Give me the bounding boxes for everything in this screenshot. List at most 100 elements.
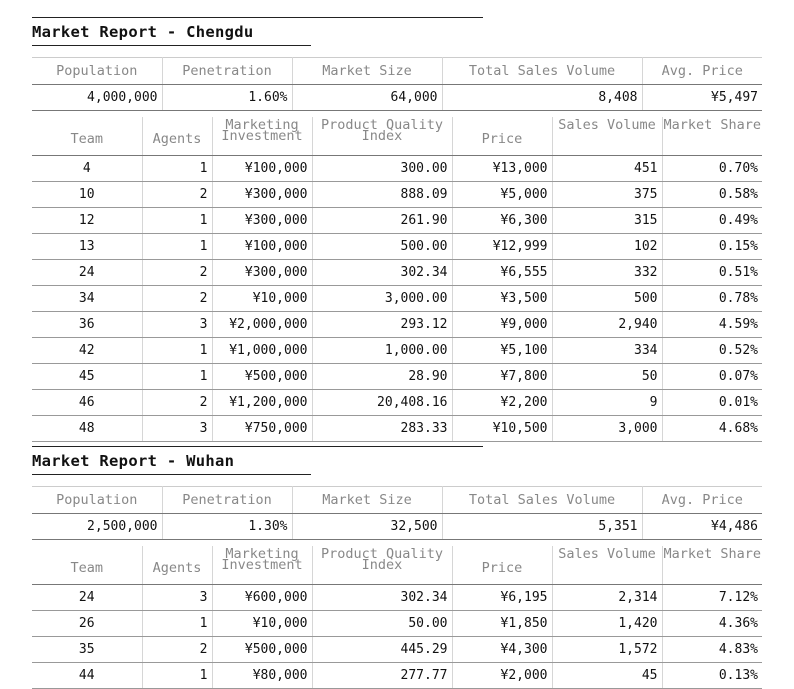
table-row: 13 1 ¥100,000 500.00 ¥12,999 102 0.15% xyxy=(32,233,762,260)
market-share-cell: 4.83% xyxy=(662,636,762,663)
table-row: 36 3 ¥2,000,000 293.12 ¥9,000 2,940 4.59% xyxy=(32,311,762,338)
agents-cell: 2 xyxy=(142,285,213,312)
price-header: Price xyxy=(452,117,553,156)
sales-volume-cell: 1,420 xyxy=(552,610,663,637)
table-row: 35 2 ¥500,000 445.29 ¥4,300 1,572 4.83% xyxy=(32,636,762,663)
team-rows: 4 1 ¥100,000 300.00 ¥13,000 451 0.70% 10 2 ¥300,0… xyxy=(32,155,762,442)
team-cell: 45 xyxy=(32,363,143,390)
population-value: 2,500,000 xyxy=(32,513,163,540)
summary-header: Market Size xyxy=(292,57,443,85)
price-cell: ¥6,300 xyxy=(452,207,553,234)
product-quality-index-cell: 500.00 xyxy=(312,233,453,260)
summary-header: Market Size xyxy=(292,486,443,514)
sales-volume-header: Sales Volume xyxy=(552,546,663,585)
product-quality-index-header: Product Quality Index xyxy=(312,546,453,585)
penetration-value: 1.60% xyxy=(162,84,293,111)
summary-header: Penetration xyxy=(162,486,293,514)
sales-volume-cell: 334 xyxy=(552,337,663,364)
price-cell: ¥12,999 xyxy=(452,233,553,260)
product-quality-index-cell: 3,000.00 xyxy=(312,285,453,312)
team-cell: 46 xyxy=(32,389,143,416)
team-cell: 35 xyxy=(32,636,143,663)
price-cell: ¥6,195 xyxy=(452,584,553,611)
price-cell: ¥9,000 xyxy=(452,311,553,338)
agents-cell: 1 xyxy=(142,155,213,182)
table-row: 34 2 ¥10,000 3,000.00 ¥3,500 500 0.78% xyxy=(32,285,762,312)
team-header: Team xyxy=(32,546,143,585)
report-title: Market Report - Wuhan xyxy=(32,452,235,470)
market-share-cell: 4.59% xyxy=(662,311,762,338)
sales-volume-cell: 50 xyxy=(552,363,663,390)
sales-volume-header: Sales Volume xyxy=(552,117,663,156)
team-cell: 36 xyxy=(32,311,143,338)
product-quality-index-cell: 283.33 xyxy=(312,415,453,442)
team-cell: 26 xyxy=(32,610,143,637)
team-header: Team xyxy=(32,117,143,156)
summary-header: Population xyxy=(32,57,163,85)
price-cell: ¥10,500 xyxy=(452,415,553,442)
market-share-header: Market Share xyxy=(662,546,762,585)
marketing-investment-cell: ¥2,000,000 xyxy=(212,311,313,338)
marketing-investment-cell: ¥100,000 xyxy=(212,233,313,260)
price-cell: ¥2,000 xyxy=(452,662,553,689)
market-share-cell: 0.01% xyxy=(662,389,762,416)
product-quality-index-cell: 302.34 xyxy=(312,584,453,611)
avg-price-value: ¥5,497 xyxy=(642,84,762,111)
price-header: Price xyxy=(452,546,553,585)
marketing-investment-cell: ¥1,000,000 xyxy=(212,337,313,364)
report-title: Market Report - Chengdu xyxy=(32,23,254,41)
population-value: 4,000,000 xyxy=(32,84,163,111)
table-row: 26 1 ¥10,000 50.00 ¥1,850 1,420 4.36% xyxy=(32,610,762,637)
market-share-cell: 0.52% xyxy=(662,337,762,364)
market-share-cell: 0.78% xyxy=(662,285,762,312)
table-row: 46 2 ¥1,200,000 20,408.16 ¥2,200 9 0.01% xyxy=(32,389,762,416)
marketing-investment-cell: ¥1,200,000 xyxy=(212,389,313,416)
price-cell: ¥6,555 xyxy=(452,259,553,286)
price-cell: ¥1,850 xyxy=(452,610,553,637)
title-underline xyxy=(32,474,311,475)
summary-header: Penetration xyxy=(162,57,293,85)
agents-cell: 2 xyxy=(142,259,213,286)
product-quality-index-cell: 302.34 xyxy=(312,259,453,286)
team-header-row: Team Agents Marketing Investment Product… xyxy=(32,117,762,156)
product-quality-index-cell: 20,408.16 xyxy=(312,389,453,416)
agents-cell: 3 xyxy=(142,415,213,442)
price-cell: ¥2,200 xyxy=(452,389,553,416)
title-underline xyxy=(32,45,311,46)
table-row: 10 2 ¥300,000 888.09 ¥5,000 375 0.58% xyxy=(32,181,762,208)
marketing-investment-header: Marketing Investment xyxy=(212,546,313,585)
marketing-investment-cell: ¥100,000 xyxy=(212,155,313,182)
sales-volume-cell: 375 xyxy=(552,181,663,208)
sales-volume-cell: 45 xyxy=(552,662,663,689)
team-cell: 42 xyxy=(32,337,143,364)
team-cell: 24 xyxy=(32,259,143,286)
market-share-header: Market Share xyxy=(662,117,762,156)
agents-cell: 1 xyxy=(142,337,213,364)
marketing-investment-cell: ¥500,000 xyxy=(212,636,313,663)
team-cell: 44 xyxy=(32,662,143,689)
price-cell: ¥7,800 xyxy=(452,363,553,390)
team-table: Team Agents Marketing Investment Product… xyxy=(32,546,762,689)
table-row: 45 1 ¥500,000 28.90 ¥7,800 50 0.07% xyxy=(32,363,762,390)
summary-header: Avg. Price xyxy=(642,486,762,514)
summary-header-row: Population Penetration Market Size Total… xyxy=(32,486,762,514)
sales-volume-cell: 102 xyxy=(552,233,663,260)
section-rule xyxy=(32,17,483,18)
team-cell: 12 xyxy=(32,207,143,234)
team-cell: 10 xyxy=(32,181,143,208)
product-quality-index-cell: 277.77 xyxy=(312,662,453,689)
price-cell: ¥3,500 xyxy=(452,285,553,312)
price-cell: ¥13,000 xyxy=(452,155,553,182)
marketing-investment-header: Marketing Investment xyxy=(212,117,313,156)
market-share-cell: 0.70% xyxy=(662,155,762,182)
marketing-investment-cell: ¥750,000 xyxy=(212,415,313,442)
market-share-cell: 4.68% xyxy=(662,415,762,442)
market-share-cell: 0.13% xyxy=(662,662,762,689)
agents-cell: 1 xyxy=(142,207,213,234)
price-cell: ¥5,100 xyxy=(452,337,553,364)
team-cell: 24 xyxy=(32,584,143,611)
summary-header: Avg. Price xyxy=(642,57,762,85)
team-cell: 34 xyxy=(32,285,143,312)
marketing-investment-cell: ¥300,000 xyxy=(212,181,313,208)
product-quality-index-cell: 261.90 xyxy=(312,207,453,234)
